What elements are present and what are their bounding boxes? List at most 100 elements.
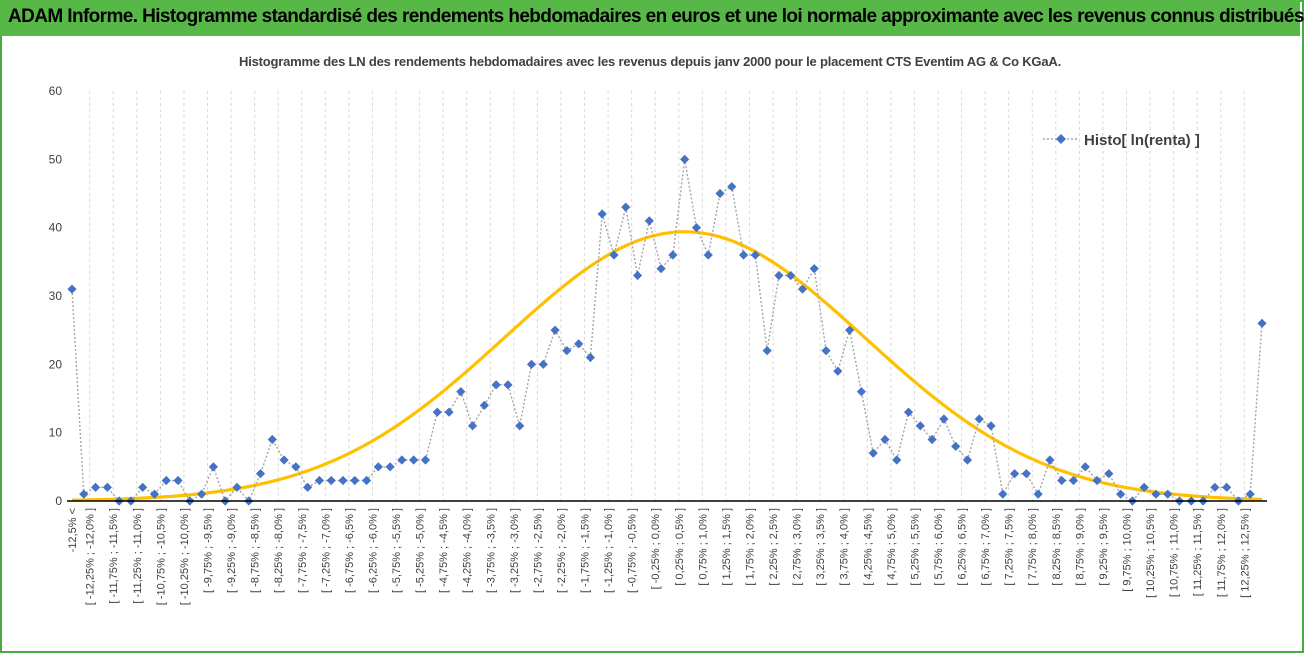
x-tick-label: [ -2,75% ; -2,5% ] bbox=[532, 508, 544, 593]
histogram-point bbox=[715, 188, 725, 199]
histogram-point bbox=[515, 421, 525, 431]
histogram-point bbox=[373, 462, 383, 472]
histogram-point bbox=[149, 489, 160, 499]
histogram-point bbox=[1092, 475, 1102, 486]
y-tick-label: 40 bbox=[49, 221, 63, 235]
histogram-point bbox=[1080, 462, 1090, 472]
histogram-point bbox=[762, 346, 772, 356]
histogram-point bbox=[727, 182, 737, 192]
x-tick-label: [ 2,75% ; 3,0% ] bbox=[792, 508, 804, 586]
x-tick-label: [ 0,25% ; 0,5% ] bbox=[674, 508, 686, 586]
histogram-point bbox=[951, 441, 961, 451]
chart-title: Histogramme des LN des rendements hebdom… bbox=[239, 54, 1061, 69]
x-tick-label: [ 8,75% ; 9,0% ] bbox=[1074, 508, 1086, 586]
histogram-point bbox=[208, 462, 218, 472]
histogram-point bbox=[738, 250, 749, 260]
x-tick-label: [ 5,25% ; 5,5% ] bbox=[909, 508, 921, 586]
x-tick-label: [ 2,25% ; 2,5% ] bbox=[768, 508, 780, 586]
histogram-point bbox=[621, 202, 631, 212]
histogram-point bbox=[644, 216, 654, 226]
x-tick-label: [ -3,25% ; -3,0% ] bbox=[509, 508, 521, 593]
histogram-point bbox=[279, 455, 289, 465]
histogram-point bbox=[503, 380, 513, 390]
x-tick-label: [ 5,75% ; 6,0% ] bbox=[933, 508, 945, 586]
histogram-point bbox=[67, 284, 77, 294]
x-tick-label: [ -10,75% ; -10,5% ] bbox=[155, 508, 167, 605]
histogram-point bbox=[856, 387, 867, 397]
histogram-point bbox=[467, 421, 478, 431]
x-tick-label: -12,5% < bbox=[67, 508, 79, 552]
x-tick-label: [ -1,75% ; -1,5% ] bbox=[580, 508, 592, 593]
histogram-point bbox=[562, 346, 572, 356]
histogram-point bbox=[821, 346, 831, 356]
histogram-point bbox=[267, 434, 277, 445]
histogram-point bbox=[397, 455, 407, 465]
x-tick-label: [ 4,75% ; 5,0% ] bbox=[886, 508, 898, 586]
x-tick-label: [ -11,75% ; -11,5% ] bbox=[108, 508, 120, 604]
histogram-point bbox=[1163, 489, 1173, 499]
x-tick-label: [ -12,25% ; -12,0% ] bbox=[85, 508, 97, 605]
histogram-point bbox=[1245, 489, 1255, 499]
histogram-point bbox=[680, 154, 690, 164]
histogram-point bbox=[314, 475, 325, 486]
histogram-point bbox=[161, 475, 171, 486]
x-tick-label: [ -8,25% ; -8,0% ] bbox=[273, 508, 285, 593]
histogram-point bbox=[809, 264, 819, 274]
x-tick-label: [ 9,75% ; 10,0% ] bbox=[1122, 508, 1134, 592]
histogram-point bbox=[903, 407, 914, 417]
histogram-point bbox=[691, 223, 702, 233]
histogram-point bbox=[703, 250, 713, 260]
histogram-point bbox=[1057, 475, 1067, 486]
x-axis: -12,5% < [ -12,25% ; -12,0% ] [ -11,75% ; … bbox=[67, 500, 1267, 605]
histogram-point bbox=[291, 462, 301, 472]
histogram-point bbox=[361, 475, 372, 486]
normal-curve-layer bbox=[71, 230, 1263, 502]
y-tick-label: 10 bbox=[49, 426, 63, 440]
x-tick-label: [ 6,25% ; 6,5% ] bbox=[957, 508, 969, 586]
x-tick-label: [ 6,75% ; 7,0% ] bbox=[980, 508, 992, 586]
x-tick-label: [ -7,75% ; -7,5% ] bbox=[297, 508, 309, 593]
x-tick-label: [ 11,25% ; 11,5% ] bbox=[1192, 508, 1204, 596]
x-tick-label: [ -4,25% ; -4,0% ] bbox=[462, 508, 474, 593]
x-tick-label: [ 1,25% ; 1,5% ] bbox=[721, 508, 733, 586]
histogram-point bbox=[574, 339, 584, 349]
histogram-series bbox=[67, 154, 1267, 506]
x-tick-label: [ -0,75% ; -0,5% ] bbox=[627, 508, 639, 593]
histogram-point bbox=[786, 270, 796, 281]
y-tick-label: 50 bbox=[49, 152, 63, 166]
x-tick-label: [ -8,75% ; -8,5% ] bbox=[250, 508, 262, 593]
histogram-point bbox=[1009, 469, 1020, 479]
histogram-point bbox=[1116, 489, 1126, 499]
histogram-point bbox=[444, 407, 454, 417]
x-tick-label: [ -11,25% ; -11,0% ] bbox=[132, 508, 144, 604]
legend: Histo[ ln(renta) ] bbox=[1043, 132, 1200, 149]
histogram-point bbox=[197, 489, 207, 499]
histogram-point bbox=[1021, 469, 1031, 479]
x-tick-label: [ 12,25% ; 12,5% ] bbox=[1239, 508, 1251, 598]
histogram-point bbox=[609, 250, 619, 260]
histogram-point bbox=[974, 414, 984, 424]
histogram-point bbox=[845, 325, 855, 335]
x-tick-label: [ 0,75% ; 1,0% ] bbox=[697, 508, 709, 586]
x-tick-label: [ 1,75% ; 2,0% ] bbox=[744, 508, 756, 586]
histogram-point bbox=[998, 489, 1008, 499]
x-tick-label: [ -0,25% ; 0,0% ] bbox=[650, 508, 662, 589]
histogram-point bbox=[350, 475, 360, 486]
x-tick-label: [ -9,25% ; -9,0% ] bbox=[226, 508, 238, 593]
histogram-point bbox=[656, 264, 666, 274]
x-tick-label: [ -9,75% ; -9,5% ] bbox=[202, 508, 214, 593]
report-header: ADAM Informe. Histogramme standardisé de… bbox=[0, 0, 1304, 36]
histogram-point bbox=[1139, 482, 1149, 492]
histogram-point bbox=[868, 448, 878, 458]
histogram-point bbox=[632, 270, 643, 281]
histogram-point bbox=[585, 352, 596, 363]
report-title: ADAM Informe. Histogramme standardisé de… bbox=[8, 6, 1304, 27]
x-tick-label: [ 7,75% ; 8,0% ] bbox=[1027, 508, 1039, 586]
histogram-point bbox=[526, 359, 537, 369]
histogram-point bbox=[915, 421, 925, 431]
histogram-point bbox=[1033, 489, 1043, 499]
histogram-point bbox=[1210, 482, 1220, 492]
y-tick-label: 20 bbox=[49, 357, 63, 371]
histogram-point bbox=[1104, 469, 1114, 479]
